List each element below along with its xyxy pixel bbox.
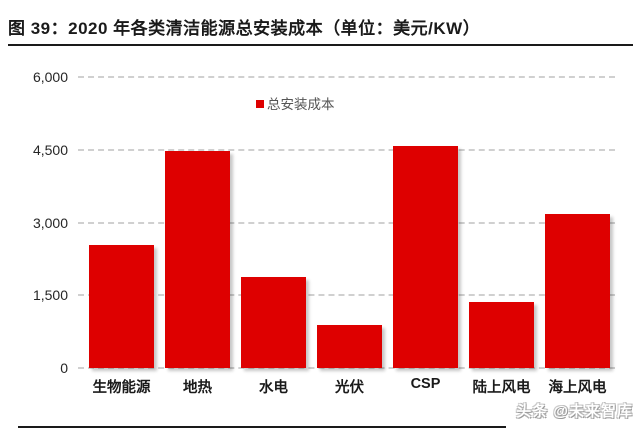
- bar-水电: [241, 277, 306, 368]
- y-tick-label: 3,000: [32, 214, 68, 231]
- legend-label: 总安装成本: [267, 97, 335, 112]
- gridline-4500: [78, 148, 615, 151]
- gridline-0: [78, 367, 615, 369]
- gridline-6000: [78, 76, 615, 78]
- bar-海上风电: [545, 214, 610, 368]
- bottom-rule: [18, 426, 506, 428]
- gridline-3000: [78, 221, 615, 224]
- x-tick-label: CSP: [410, 376, 441, 392]
- y-tick-label: 6,000: [32, 69, 68, 85]
- y-tick-label: 0: [60, 360, 68, 376]
- title-underline: [8, 44, 633, 46]
- y-tick-label: 1,500: [32, 287, 68, 304]
- plot-area: [78, 76, 615, 369]
- x-tick-label: 水电: [259, 380, 288, 396]
- legend-square-icon: [256, 99, 264, 108]
- bar-生物能源: [89, 245, 154, 368]
- bar-光伏: [317, 325, 382, 368]
- x-tick-label: 陆上风电: [472, 380, 531, 396]
- bar-地热: [165, 151, 230, 368]
- x-tick-label: 海上风电: [548, 380, 607, 396]
- chart-legend: 总安装成本: [256, 93, 335, 113]
- figure-title: 图 39：2020 年各类清洁能源总安装成本（单位：美元/KW）: [8, 19, 481, 38]
- watermark: 头条 @未来智库: [516, 403, 633, 420]
- x-tick-label: 地热: [183, 380, 212, 396]
- x-tick-label: 光伏: [335, 380, 364, 396]
- x-tick-label: 生物能源: [92, 380, 151, 396]
- gridline-1500: [78, 294, 615, 297]
- y-tick-label: 4,500: [32, 141, 68, 158]
- bar-CSP: [393, 146, 458, 368]
- bar-陆上风电: [469, 302, 534, 368]
